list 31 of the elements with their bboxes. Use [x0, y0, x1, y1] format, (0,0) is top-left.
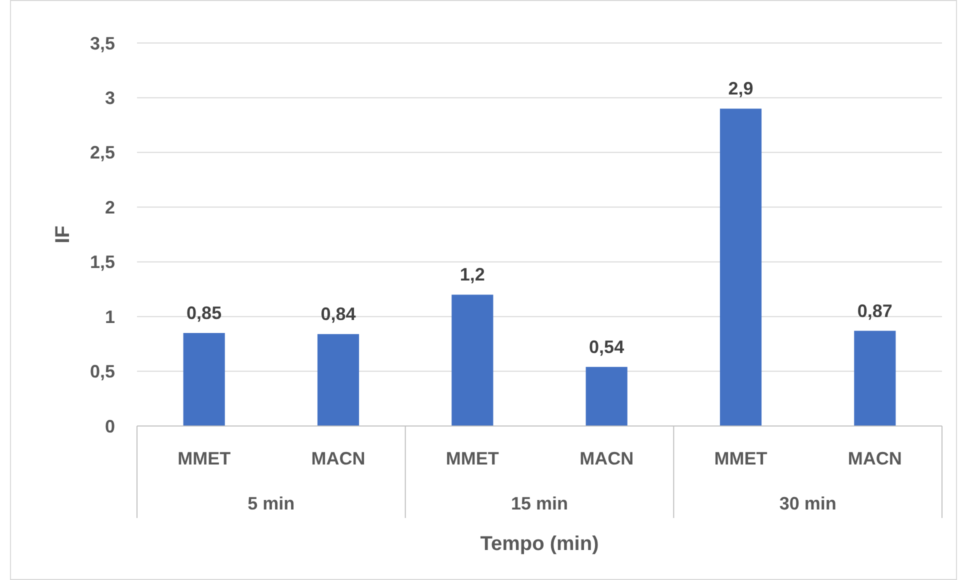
x-axis-title: Tempo (min) [480, 533, 599, 555]
x-tick-label: MMET [446, 448, 499, 468]
y-tick-label: 2,5 [90, 142, 115, 163]
x-tick-label: MACN [848, 448, 902, 468]
bar [720, 108, 762, 426]
bar [183, 332, 225, 426]
y-tick-label: 1,5 [90, 252, 115, 272]
bar [452, 294, 494, 426]
bar [317, 334, 360, 426]
y-axis-title: IF [52, 226, 74, 244]
data-label: 0,84 [320, 304, 356, 324]
text: 5 min [248, 493, 295, 514]
text: 15 min [510, 493, 568, 514]
y-tick-label: 2 [104, 197, 115, 218]
data-label: 0,54 [589, 336, 624, 357]
data-label: 2,9 [728, 78, 754, 99]
text: 30 min [779, 493, 836, 514]
y-tick-label: 1 [104, 306, 115, 327]
y-tick-label: 3,5 [90, 33, 115, 54]
y-tick-label: 3 [104, 88, 115, 108]
bar [854, 330, 896, 426]
data-label: 1,2 [460, 264, 485, 285]
x-tick-label: MMET [178, 448, 231, 468]
data-label: 0,85 [186, 302, 222, 323]
bar [586, 366, 628, 426]
y-tick-label: 0 [104, 416, 115, 436]
x-tick-label: MACN [311, 448, 366, 468]
x-tick-label: MMET [714, 448, 768, 468]
y-tick-label: 0,5 [90, 362, 115, 382]
data-label: 0,87 [857, 300, 892, 321]
x-tick-label: MACN [580, 448, 634, 468]
